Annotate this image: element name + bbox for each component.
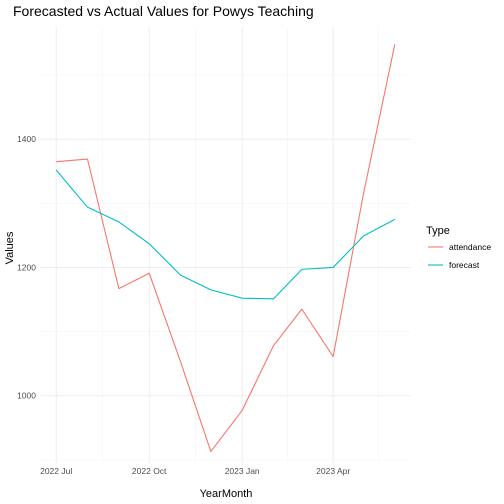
grid	[40, 27, 411, 463]
chart-title: Forecasted vs Actual Values for Powys Te…	[13, 3, 314, 19]
x-axis-ticks: 2022 Jul 2022 Oct 2023 Jan 2023 Apr	[40, 466, 350, 476]
x-tick-label: 2023 Apr	[316, 466, 350, 476]
series-line-forecast	[55, 169, 396, 300]
x-tick-label: 2023 Jan	[225, 466, 260, 476]
y-tick-label: 1000	[17, 391, 36, 401]
legend-label-forecast: forecast	[449, 260, 480, 270]
x-tick-label: 2022 Jul	[40, 466, 72, 476]
series-line-attendance	[56, 44, 396, 453]
legend-items: attendance forecast	[428, 242, 491, 270]
y-axis-title: Values	[4, 231, 16, 264]
legend-label-attendance: attendance	[449, 242, 491, 252]
x-axis-title: YearMonth	[200, 488, 253, 500]
y-tick-label: 1200	[17, 262, 36, 272]
x-tick-label: 2022 Oct	[132, 466, 167, 476]
y-tick-label: 1400	[17, 134, 36, 144]
legend: Type attendance forecast	[426, 225, 491, 270]
y-axis-ticks: 1000 1200 1400	[17, 134, 36, 400]
legend-title: Type	[426, 225, 450, 237]
series-lines	[55, 44, 396, 453]
